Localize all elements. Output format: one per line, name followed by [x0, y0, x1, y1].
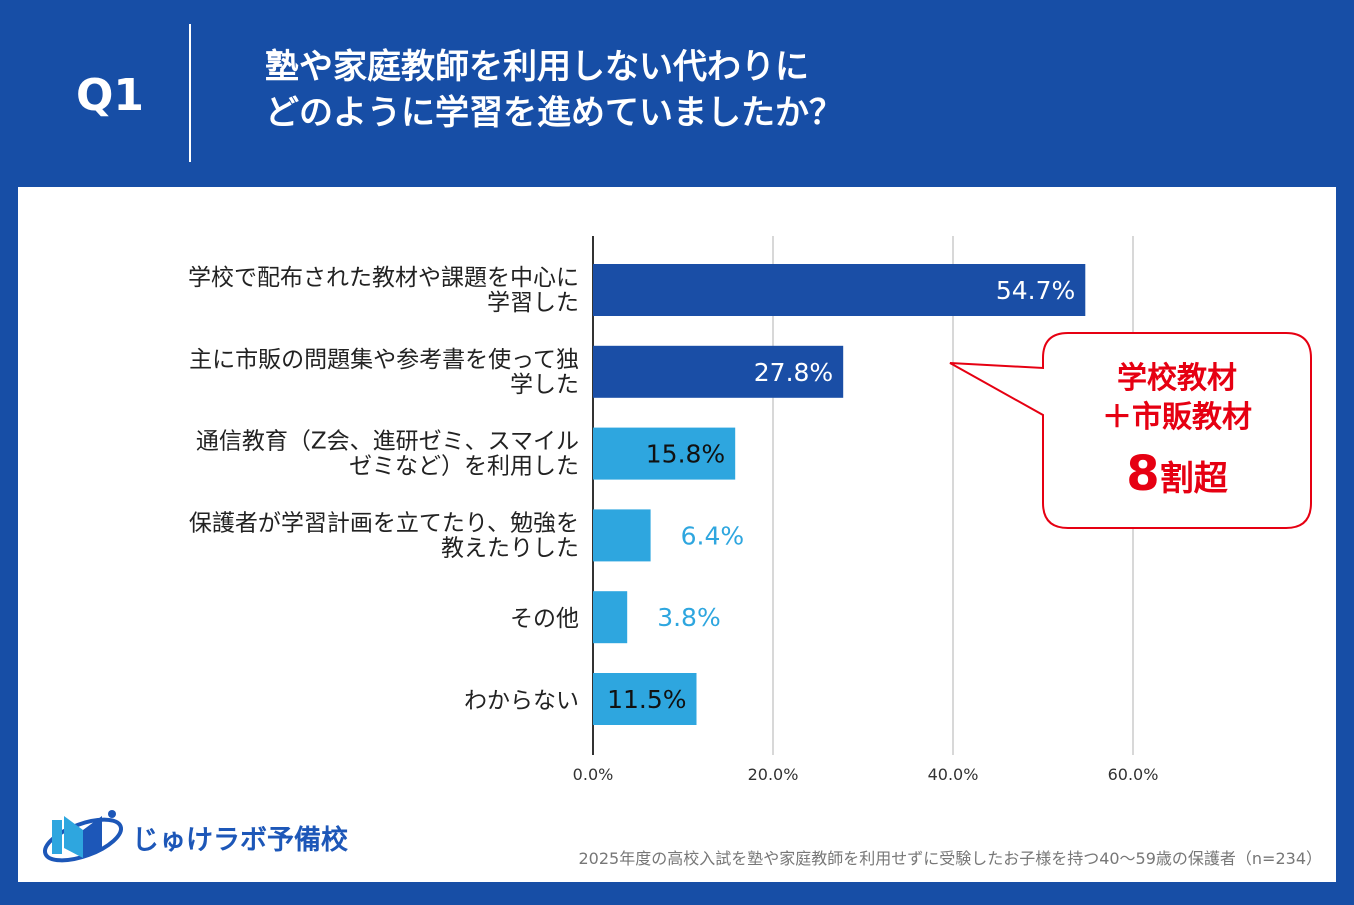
- x-tick-label: 0.0%: [573, 765, 614, 784]
- category-label: わからない: [464, 688, 579, 714]
- logo-text: じゅけラボ予備校: [132, 824, 348, 856]
- category-label: その他: [510, 606, 579, 632]
- x-tick-label: 60.0%: [1108, 765, 1159, 784]
- x-tick-label: 20.0%: [748, 765, 799, 784]
- category-label: 学した: [510, 372, 579, 398]
- bar: [593, 673, 697, 725]
- callout-highlight: 8割超: [1126, 446, 1228, 502]
- question-title: 塾や家庭教師を利用しない代わりに どのように学習を進めていましたか？: [265, 44, 843, 136]
- divider: [189, 24, 191, 162]
- logo: じゅけラボ予備校: [40, 808, 348, 866]
- category-label: 教えたりした: [441, 535, 579, 561]
- data-label: 11.5%: [607, 685, 686, 714]
- title-line-1: 塾や家庭教師を利用しない代わりに: [265, 47, 809, 87]
- data-label: 27.8%: [754, 358, 833, 387]
- bar: [593, 427, 736, 480]
- title-line-2: どのように学習を進めていましたか？: [265, 93, 843, 133]
- survey-note: 2025年度の高校入試を塾や家庭教師を利用せずに受験したお子様を持つ40～59歳…: [578, 849, 1322, 868]
- category-label: 学習した: [487, 290, 579, 316]
- callout-box: [949, 332, 1312, 529]
- x-tick-label: 40.0%: [928, 765, 979, 784]
- bar: [593, 509, 651, 562]
- question-number: Q1: [76, 70, 145, 121]
- callout-line-1: 学校教材: [1117, 361, 1237, 396]
- data-label: 15.8%: [646, 440, 725, 469]
- category-label: 保護者が学習計画を立てたり、勉強を: [189, 510, 579, 536]
- category-label: 主に市販の問題集や参考書を使って独: [189, 347, 579, 373]
- data-label: 6.4%: [681, 521, 745, 550]
- category-label: 通信教育（Z会、進研ゼミ、スマイル: [196, 429, 579, 455]
- callout-line-2: ＋市販教材: [1102, 400, 1252, 435]
- bar: [593, 591, 628, 644]
- book-logo-icon: [43, 810, 123, 863]
- data-label: 3.8%: [657, 603, 721, 632]
- category-label: 学校で配布された教材や課題を中心に: [188, 265, 579, 291]
- category-label: ゼミなど）を利用した: [349, 454, 579, 480]
- bar: [593, 264, 1086, 316]
- data-label: 54.7%: [996, 276, 1075, 305]
- bar: [593, 345, 844, 398]
